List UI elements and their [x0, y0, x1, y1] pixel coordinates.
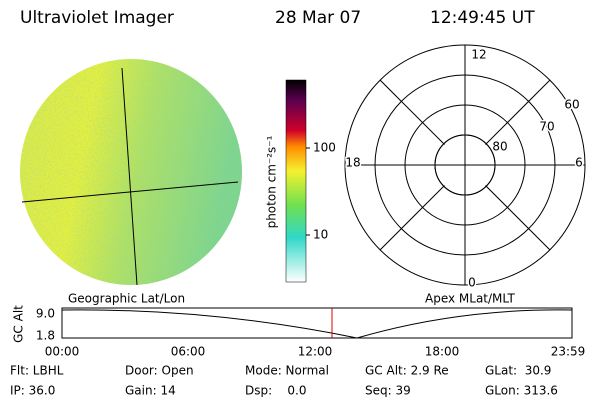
status-field: Door: Open — [125, 364, 194, 378]
colorbar — [285, 79, 307, 283]
strip-right-label: Apex MLat/MLT — [425, 292, 515, 306]
mlt-label: 6 — [575, 156, 583, 170]
status-panel: Flt: LBHL Door: Open Mode: Normal GC Alt: 2… — [10, 364, 558, 398]
meridian — [121, 67, 138, 286]
status-field: IP: 36.0 — [10, 384, 55, 398]
ring — [434, 134, 496, 196]
mlt-label: 0 — [468, 276, 476, 290]
colorbar-tick-label: 100 — [313, 141, 336, 155]
altitude-curve — [61, 309, 573, 339]
status-field: GLat: 30.9 — [485, 364, 551, 378]
strip-y-label: 1.8 — [36, 329, 55, 343]
strip-axis-label: GC Alt — [12, 305, 26, 343]
status-field: Gain: 14 — [125, 384, 176, 398]
colorbar-label: photon cm⁻²s⁻¹ — [265, 135, 279, 228]
mlt-label: 18 — [345, 156, 360, 170]
strip-frame — [61, 307, 573, 339]
date: 28 Mar 07 — [275, 8, 361, 28]
lat-label: 60 — [564, 98, 579, 112]
strip-left-label: Geographic Lat/Lon — [68, 292, 185, 306]
colorbar-tick-label: 10 — [313, 228, 328, 242]
status-field: Dsp: 0.0 — [245, 384, 307, 398]
mlt-label: 12 — [471, 48, 486, 62]
status-field: GC Alt: 2.9 Re — [365, 364, 449, 378]
time-label: 23:59 — [551, 345, 586, 359]
parallel — [21, 181, 239, 203]
status-field: Seq: 39 — [365, 384, 411, 398]
instrument: Ultraviolet Imager — [20, 8, 174, 28]
lat-label: 80 — [492, 140, 507, 154]
polar-grid — [344, 44, 586, 286]
time-label: 18:00 — [425, 345, 460, 359]
status-field: Flt: LBHL — [10, 364, 64, 378]
status-field: GLon: 313.6 — [485, 384, 558, 398]
time: 12:49:45 UT — [430, 8, 535, 28]
strip-y-label: 9.0 — [36, 307, 55, 321]
globe-texture — [20, 59, 242, 285]
status-field: Mode: Normal — [245, 364, 329, 378]
time-label: 00:00 — [45, 345, 80, 359]
time-label: 06:00 — [171, 345, 206, 359]
globe-image — [20, 59, 242, 286]
time-label: 12:00 — [298, 345, 333, 359]
lat-label: 70 — [539, 120, 554, 134]
